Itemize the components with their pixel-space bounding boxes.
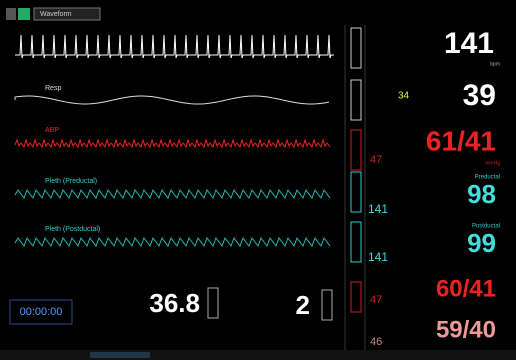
wave-label: Pleth (Postductal): [45, 226, 100, 233]
abp-value: 61/41: [426, 125, 496, 156]
status-button[interactable]: [90, 352, 150, 358]
tab-label: Waveform: [40, 11, 72, 18]
nibp-secondary: 47: [370, 294, 382, 306]
wave-label: ABP: [45, 127, 59, 134]
abp-secondary: 47: [370, 154, 382, 166]
spo2-secondary: 141: [368, 250, 388, 264]
other-value: 2: [296, 290, 310, 320]
spo2-value: 99: [467, 228, 496, 258]
nibp-value: 60/41: [436, 275, 496, 302]
menu-button[interactable]: [6, 8, 16, 20]
art2-value: 59/40: [436, 316, 496, 343]
wave-label: Resp: [45, 85, 61, 92]
resp-secondary: 34: [398, 91, 410, 102]
hr-unit: bpm: [490, 61, 500, 67]
wave-label: Pleth (Preductal): [45, 178, 97, 185]
status-bar: [0, 350, 516, 360]
resp-value: 39: [463, 79, 496, 112]
monitor-screen: Waveform Resp ABP Pleth (Preductal) Plet…: [0, 0, 516, 360]
hr-value: 141: [444, 27, 494, 60]
alarm-button[interactable]: [18, 8, 30, 20]
temp-value: 36.8: [149, 288, 200, 318]
timer-value: 00:00:00: [20, 306, 63, 318]
art2-secondary: 46: [370, 336, 382, 348]
spo2-value: 98: [467, 179, 496, 209]
abp-unit: mmHg: [485, 160, 500, 166]
spo2-secondary: 141: [368, 202, 388, 216]
